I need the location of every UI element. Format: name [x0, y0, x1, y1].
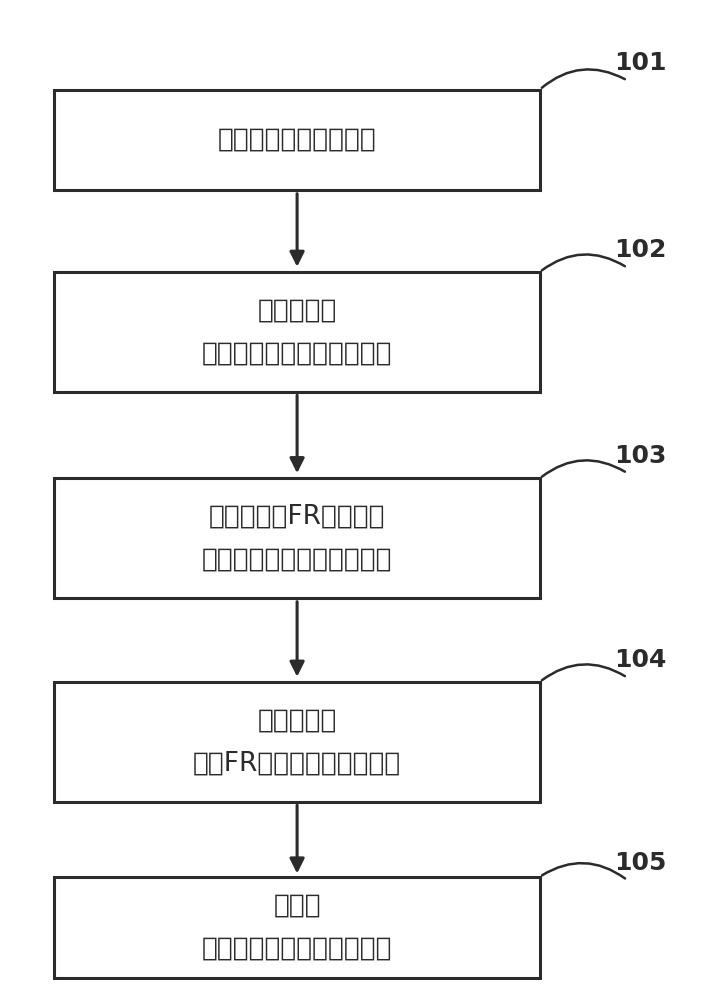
- Text: 结构性分析: 结构性分析: [258, 297, 337, 323]
- Text: 102: 102: [614, 238, 667, 262]
- Text: 获取元器件的节点信息: 获取元器件的节点信息: [218, 127, 376, 153]
- Text: 根据结构性分析得到的有向: 根据结构性分析得到的有向: [202, 547, 392, 573]
- Text: 连通图进行FR布局计算: 连通图进行FR布局计算: [208, 504, 385, 530]
- FancyArrowPatch shape: [542, 254, 625, 270]
- Text: 105: 105: [614, 851, 667, 875]
- Text: 103: 103: [614, 444, 667, 468]
- FancyBboxPatch shape: [55, 682, 540, 802]
- Text: 101: 101: [614, 51, 667, 75]
- FancyBboxPatch shape: [55, 90, 540, 190]
- FancyArrowPatch shape: [542, 664, 625, 680]
- Text: 104: 104: [614, 648, 667, 672]
- FancyBboxPatch shape: [55, 478, 540, 598]
- Text: 根据元器件的节点信息进行: 根据元器件的节点信息进行: [202, 341, 392, 367]
- Text: 根据规范化的元器件节点进: 根据规范化的元器件节点进: [202, 936, 392, 962]
- FancyArrowPatch shape: [542, 460, 625, 477]
- FancyArrowPatch shape: [542, 863, 625, 879]
- FancyArrowPatch shape: [542, 69, 625, 88]
- FancyBboxPatch shape: [55, 877, 540, 978]
- Text: 行显示: 行显示: [273, 893, 321, 919]
- FancyBboxPatch shape: [55, 272, 540, 392]
- Text: 根据FR布局后的元器件节点: 根据FR布局后的元器件节点: [193, 751, 402, 777]
- Text: 进行规范化: 进行规范化: [258, 707, 337, 733]
